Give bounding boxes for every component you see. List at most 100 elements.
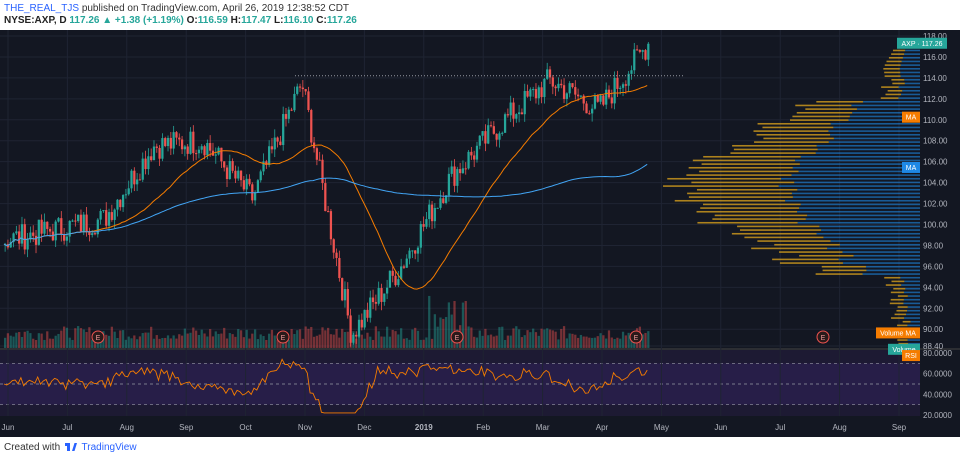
candle-body xyxy=(464,168,467,170)
volume-profile-bar xyxy=(823,236,920,239)
candle-body xyxy=(624,84,627,86)
time-tick-label: Nov xyxy=(298,423,312,432)
candle-body xyxy=(175,132,178,138)
volume-profile-bar xyxy=(904,280,920,283)
volume-bar xyxy=(144,332,147,348)
volume-bar xyxy=(211,336,215,348)
candle-body xyxy=(62,234,66,241)
author-link[interactable]: THE_REAL_TJS xyxy=(4,3,80,14)
volume-profile-bar xyxy=(838,258,920,261)
tradingview-link[interactable]: TradingView xyxy=(81,442,137,453)
candle-body xyxy=(186,146,189,154)
candle-body xyxy=(450,166,453,174)
volume-bar xyxy=(324,330,327,348)
volume-profile-bar xyxy=(797,221,920,224)
volume-bar xyxy=(318,334,321,348)
volume-profile-bar xyxy=(897,324,908,327)
volume-bar xyxy=(228,333,231,348)
volume-profile-bar xyxy=(731,232,817,235)
low-value: 116.10 xyxy=(283,15,314,26)
volume-profile-bar xyxy=(893,287,906,290)
volume-bar xyxy=(582,336,585,348)
volume-bar xyxy=(506,335,510,348)
volume-bar xyxy=(262,336,265,348)
volume-bar xyxy=(481,335,484,348)
volume-bar xyxy=(301,338,304,348)
volume-bar xyxy=(71,339,74,348)
candle-body xyxy=(484,131,487,144)
price-tick-label: 110.00 xyxy=(923,116,947,125)
volume-profile-bar xyxy=(889,302,904,305)
candle-body xyxy=(298,86,302,88)
time-tick-label: Mar xyxy=(536,423,550,432)
volume-bar xyxy=(265,339,268,348)
volume-profile-bar xyxy=(774,243,840,246)
volume-profile-bar xyxy=(883,67,900,70)
time-tick-label: Sep xyxy=(179,423,194,432)
volume-bar xyxy=(346,331,349,348)
earnings-event-label: E xyxy=(455,335,460,342)
candle-body xyxy=(492,126,495,134)
candle-body xyxy=(405,258,408,268)
candle-body xyxy=(579,95,583,97)
candle-body xyxy=(74,220,77,222)
candle-body xyxy=(475,145,479,160)
candle-body xyxy=(360,319,363,328)
volume-profile-bar xyxy=(900,75,920,77)
volume-bar xyxy=(532,328,535,348)
candle-body xyxy=(113,209,116,220)
volume-profile-bar xyxy=(856,108,920,110)
price-chart[interactable]: 118.00 116.00 114.00 112.00 110.00 108.00 106.… xyxy=(0,30,960,437)
volume-profile-bar xyxy=(795,104,852,107)
volume-profile-bar xyxy=(881,86,899,88)
candle-body xyxy=(189,131,192,154)
volume-bar xyxy=(34,339,38,348)
volume-profile-bar xyxy=(888,56,903,59)
volume-profile-bar xyxy=(696,210,798,213)
volume-bar xyxy=(242,337,245,348)
volume-profile-bar xyxy=(862,273,920,275)
candle-body xyxy=(377,288,380,304)
volume-bar xyxy=(51,338,54,348)
volume-bar xyxy=(498,327,501,348)
volume-profile-bar xyxy=(692,159,796,162)
candle-body xyxy=(169,137,172,149)
volume-bar xyxy=(487,335,490,348)
volume-bar xyxy=(363,338,366,348)
candle-body xyxy=(20,224,24,244)
volume-profile-bar xyxy=(853,254,920,257)
candle-body xyxy=(223,161,226,168)
volume-profile-bar xyxy=(910,320,920,323)
candle-body xyxy=(341,278,344,301)
volume-profile-bar xyxy=(907,295,920,297)
candle-body xyxy=(467,151,470,169)
candle-body xyxy=(363,309,366,328)
price-tick-label: 104.00 xyxy=(923,179,948,188)
volume-profile-bar xyxy=(732,144,817,147)
high-label: H: xyxy=(230,15,242,26)
volume-profile-bar xyxy=(884,71,901,74)
symbol-label[interactable]: NYSE:AXP, D xyxy=(4,15,67,26)
candle-body xyxy=(605,89,608,105)
volume-bar xyxy=(259,334,262,348)
volume-bar xyxy=(475,337,479,348)
volume-bar xyxy=(223,327,226,348)
volume-bar xyxy=(79,328,83,348)
volume-bar xyxy=(189,332,192,348)
candle-body xyxy=(138,179,142,181)
candle-body xyxy=(282,114,285,145)
rsi-tag-bg xyxy=(902,350,920,362)
volume-profile-bar xyxy=(827,247,920,250)
volume-bar xyxy=(127,336,130,348)
tradingview-logo-icon xyxy=(64,443,77,452)
candle-body xyxy=(99,211,102,220)
volume-bar xyxy=(29,333,32,348)
candle-body xyxy=(206,143,209,156)
volume-bar xyxy=(425,337,428,348)
candle-body xyxy=(276,137,279,142)
volume-bar xyxy=(436,326,439,348)
volume-bar xyxy=(402,338,406,348)
volume-bar xyxy=(588,337,591,348)
volume-profile-bar xyxy=(902,56,920,59)
volume-profile-bar xyxy=(817,148,920,151)
